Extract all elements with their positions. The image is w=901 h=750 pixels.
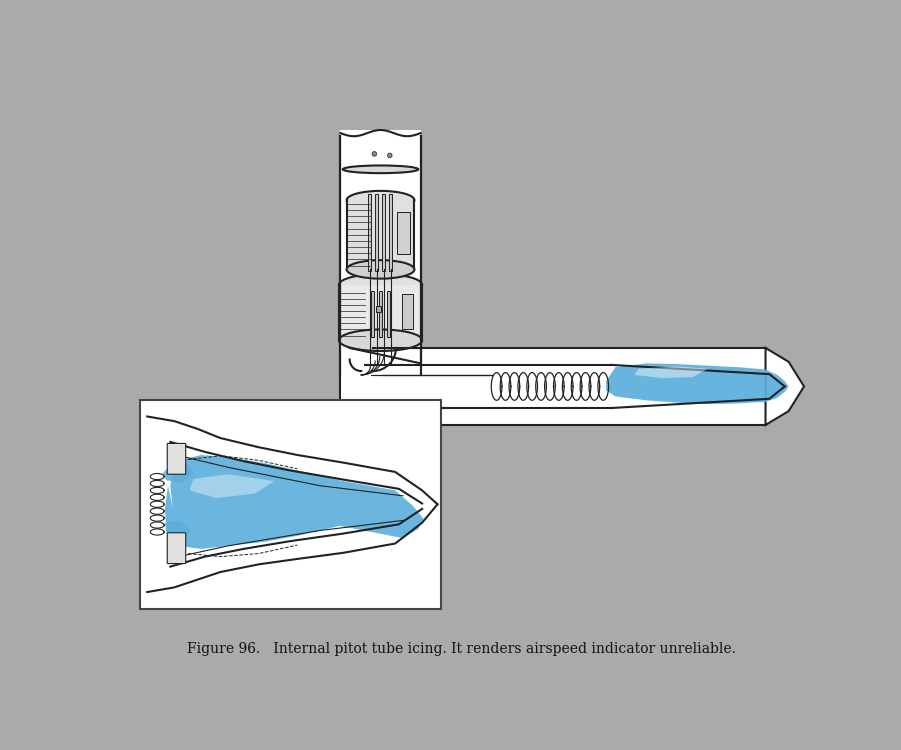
Polygon shape bbox=[165, 455, 423, 549]
Bar bbox=[375, 194, 378, 271]
Ellipse shape bbox=[347, 260, 414, 279]
Text: Figure 96.   Internal pitot tube icing. It renders airspeed indicator unreliable: Figure 96. Internal pitot tube icing. It… bbox=[187, 642, 736, 656]
Ellipse shape bbox=[339, 274, 422, 296]
Ellipse shape bbox=[339, 329, 422, 351]
FancyBboxPatch shape bbox=[168, 443, 186, 474]
Bar bbox=[382, 194, 385, 271]
Circle shape bbox=[372, 152, 377, 156]
Bar bbox=[387, 291, 390, 338]
Bar bbox=[379, 291, 382, 338]
Bar bbox=[339, 285, 422, 340]
Ellipse shape bbox=[347, 190, 414, 209]
Bar bbox=[397, 211, 410, 254]
Bar bbox=[140, 400, 441, 609]
Bar bbox=[389, 194, 392, 271]
Polygon shape bbox=[634, 367, 708, 378]
Ellipse shape bbox=[342, 166, 418, 173]
Bar bbox=[402, 294, 413, 328]
Polygon shape bbox=[189, 474, 274, 498]
Polygon shape bbox=[165, 520, 191, 540]
Bar bbox=[350, 350, 365, 424]
Polygon shape bbox=[606, 363, 788, 404]
Polygon shape bbox=[162, 463, 194, 483]
FancyBboxPatch shape bbox=[168, 532, 186, 563]
Bar bbox=[369, 194, 371, 271]
Bar bbox=[350, 348, 766, 425]
Circle shape bbox=[387, 153, 392, 158]
Bar bbox=[341, 130, 421, 375]
Bar bbox=[347, 200, 414, 269]
Bar bbox=[376, 306, 381, 312]
Polygon shape bbox=[766, 348, 804, 425]
Bar bbox=[371, 291, 375, 338]
FancyBboxPatch shape bbox=[341, 348, 432, 425]
